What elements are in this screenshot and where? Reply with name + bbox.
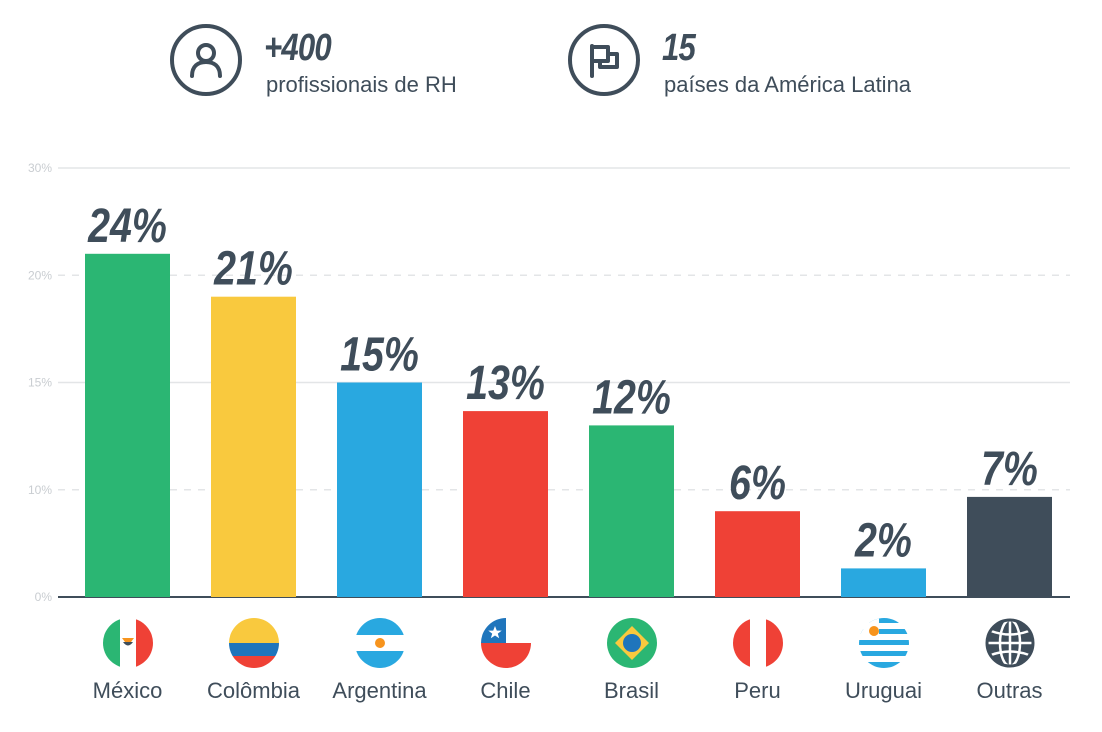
value-label: 12% — [592, 371, 671, 425]
category-chile: Chile — [436, 618, 576, 704]
y-tick-label: 0% — [35, 590, 53, 604]
stat-countries: 15 países da América Latina — [568, 24, 968, 108]
bar-argentina — [337, 382, 422, 597]
category-colômbia: Colômbia — [184, 618, 324, 704]
category-label: Argentina — [332, 678, 427, 703]
category-argentina: Argentina — [310, 618, 450, 704]
value-labels: 24% 21% 15% 13% 12% 6% 2% 7% — [87, 199, 1038, 567]
chile-flag-icon — [480, 618, 531, 668]
stat-value: 15 — [662, 27, 696, 69]
bar-chart: 30% 20% 15% 10% 0% 24% 21% 15% 13% 12% 6% 2% 7% — [28, 161, 1070, 604]
bar-outras — [967, 496, 1052, 597]
argentina-flag-icon — [354, 618, 405, 668]
bar-chile — [463, 411, 548, 597]
bar-colômbia — [211, 296, 296, 597]
value-label: 13% — [466, 356, 545, 410]
y-tick-label: 20% — [28, 268, 52, 282]
y-tick-label: 10% — [28, 483, 52, 497]
peru-flag-icon — [732, 618, 783, 668]
category-méxico: México — [58, 618, 198, 704]
uruguay-flag-icon — [858, 618, 909, 668]
value-label: 2% — [854, 514, 912, 568]
bar-méxico — [85, 253, 170, 598]
category-label: México — [92, 678, 163, 703]
value-label: 6% — [729, 457, 786, 511]
category-uruguai: Uruguai — [814, 618, 954, 704]
category-label: Brasil — [603, 678, 659, 703]
category-label: Outras — [976, 678, 1043, 703]
flag-icon — [568, 24, 640, 96]
person-icon — [170, 24, 242, 96]
stat-caption: profissionais de RH — [266, 72, 457, 97]
category-label: Peru — [734, 678, 781, 703]
category-label: Uruguai — [844, 678, 923, 703]
stat-caption: países da América Latina — [664, 72, 912, 97]
category-peru: Peru — [688, 618, 828, 704]
colombia-flag-icon — [228, 618, 279, 668]
brazil-flag-icon — [606, 618, 657, 668]
y-tick-label: 15% — [28, 376, 52, 390]
stat-professionals: +400 profissionais de RH — [170, 24, 500, 108]
gridlines: 30% 20% 15% 10% 0% — [28, 161, 1070, 604]
bars — [85, 253, 1052, 598]
category-outras: Outras — [940, 618, 1080, 704]
value-label: 21% — [213, 242, 293, 296]
category-label: Colômbia — [207, 678, 300, 703]
stat-value: +400 — [264, 27, 332, 69]
globe-icon — [985, 618, 1034, 668]
mexico-flag-icon — [102, 618, 153, 668]
category-brasil: Brasil — [562, 618, 702, 704]
bar-peru — [715, 511, 800, 597]
category-label: Chile — [480, 678, 531, 703]
y-tick-label: 30% — [28, 161, 52, 175]
value-label: 15% — [340, 328, 419, 382]
value-label: 24% — [87, 199, 167, 253]
value-label: 7% — [981, 442, 1038, 496]
bar-uruguai — [841, 568, 926, 597]
bar-brasil — [589, 425, 674, 597]
